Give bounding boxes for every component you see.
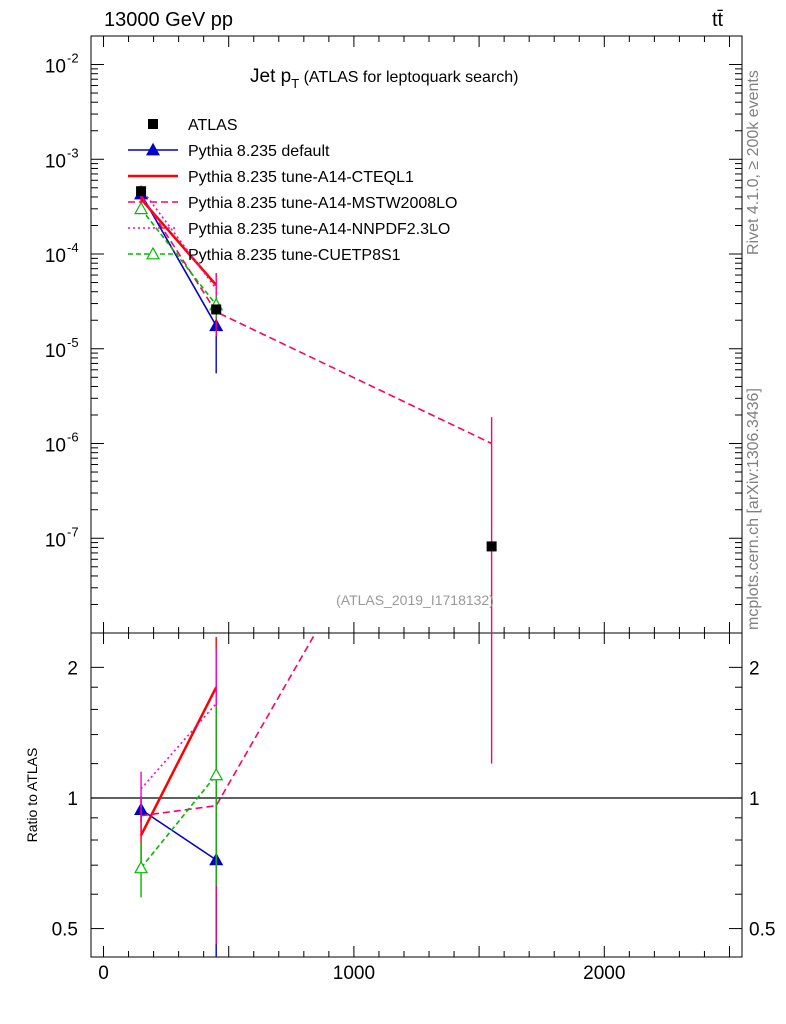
x-axis: 0 1000 2000 [98,36,730,984]
legend-marker-0 [145,142,161,156]
ratio-line-4 [140,774,217,869]
legend-marker-4 [145,246,161,260]
ratio-series-clip [134,633,493,957]
ratio-y-label: Ratio to ATLAS [24,748,40,843]
ratio-line-3 [140,703,217,790]
y-tick-label: 10 [45,246,66,267]
y-tick-exponent: -2 [67,51,79,66]
y-tick-label: 10 [45,530,66,551]
legend-label-1: Pythia 8.235 tune-A14-CTEQL1 [188,169,414,186]
analysis-id: (ATLAS_2019_I1718132) [336,592,494,608]
data-point [136,186,147,197]
title-main: Jet p [250,66,291,87]
legend-label-4: Pythia 8.235 tune-CUETP8S1 [188,247,401,264]
rivet-version-label: Rivet 4.1.0, ≥ 200k events [745,70,762,255]
data-point [486,541,497,552]
main-y-axis: 10-210-310-410-510-610-7 [45,35,742,634]
y-tick-exponent: -4 [67,240,79,255]
y-tick-exponent: -6 [67,430,79,445]
ratio-tick-label-right: 0.5 [749,920,775,941]
ratio-y-axis: 0.5 0.5 1 1 2 2 [52,658,776,940]
process-label: tt̄ [712,9,724,31]
energy-label: 13000 GeV pp [104,9,233,31]
series-point-4 [134,201,149,215]
ratio-panel [90,632,743,958]
y-tick-exponent: -5 [67,335,79,350]
ratio-tick-label-left: 1 [67,789,78,810]
ratio-tick-label-left: 0.5 [52,920,78,941]
ratio-line-0 [140,808,217,861]
ratio-series-group [134,633,493,957]
y-tick-label: 10 [45,341,66,362]
y-tick-exponent: -7 [67,524,79,539]
main-series-clip [134,185,497,633]
y-tick-exponent: -3 [67,145,79,160]
series-line-0 [140,193,217,327]
y-tick-label: 10 [45,151,66,172]
mcplots-label: mcplots.cern.ch [arXiv:1306.3436] [745,388,762,630]
y-tick-label: 10 [45,436,66,457]
series-line-3 [140,188,217,290]
ratio-tick-label-left: 2 [67,658,78,679]
chart-title: Jet pT (ATLAS for leptoquark search) [250,66,519,91]
legend-label-2: Pythia 8.235 tune-A14-MSTW2008LO [188,195,457,212]
legend-marker-data [148,119,158,129]
ratio-point-4 [209,767,224,781]
ratio-point-4 [134,860,149,874]
title-subscript: T [291,76,299,91]
legend: ATLAS Pythia 8.235 default Pythia 8.235 tu… [128,117,457,264]
ratio-tick-label-right: 2 [749,658,760,679]
x-tick-label: 1000 [333,963,375,984]
x-tick-label: 2000 [583,963,625,984]
ratio-frame-border [90,632,743,958]
y-tick-label: 10 [45,57,66,78]
ratio-line-2 [140,633,317,817]
x-tick-label: 0 [98,963,109,984]
series-line-4 [140,208,217,306]
ratio-line-1 [139,686,218,836]
title-suffix: (ATLAS for leptoquark search) [299,69,518,86]
main-series-group [134,185,497,633]
legend-label-data: ATLAS [188,117,238,134]
legend-label-3: Pythia 8.235 tune-A14-NNPDF2.3LO [188,221,450,238]
data-point [211,304,222,315]
ratio-tick-label-right: 1 [749,789,760,810]
legend-label-0: Pythia 8.235 default [188,143,330,160]
